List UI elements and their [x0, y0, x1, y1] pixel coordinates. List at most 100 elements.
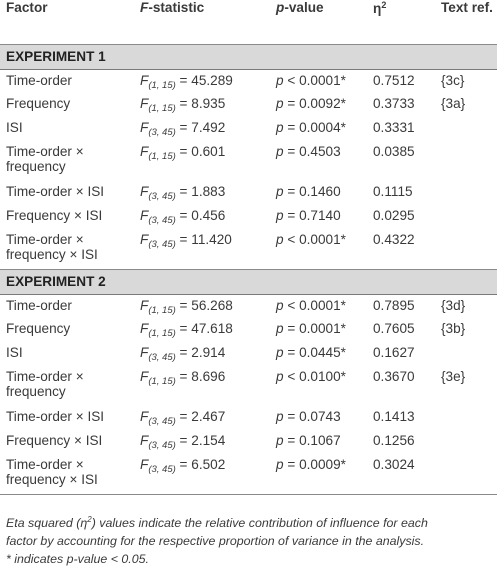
p-relation: < — [287, 297, 296, 313]
p-relation: = — [287, 409, 296, 424]
text-ref-cell: {3e} — [441, 369, 466, 384]
f-equals: = — [175, 369, 192, 384]
factor-cell: Frequency × ISI — [0, 205, 134, 229]
text-ref-cell — [435, 406, 497, 430]
factor-line-1: Time-order × — [6, 457, 84, 472]
f-statistic-cell: F(3, 45) = 2.467 — [134, 406, 270, 430]
f-equals: = — [175, 232, 192, 247]
p-value: 0.0001* — [299, 232, 346, 247]
factor-line-2: frequency × ISI — [6, 472, 98, 487]
degrees-of-freedom: (1, 15) — [148, 79, 176, 91]
f-symbol: F — [140, 369, 149, 384]
text-ref-cell — [435, 342, 497, 366]
p-symbol: p — [276, 184, 284, 199]
f-equals: = — [175, 457, 192, 472]
text-ref-cell — [435, 181, 497, 205]
section-title: EXPERIMENT 2 — [6, 274, 106, 289]
eta-squared-cell: 0.1627 — [373, 345, 415, 360]
table-header-row: Factor F-statistic p-value η2 Text ref. — [0, 0, 497, 44]
degrees-of-freedom: (3, 45) — [148, 464, 176, 475]
f-symbol: F — [140, 433, 149, 448]
f-statistic-cell: F(1, 15) = 8.696 — [134, 366, 270, 406]
eta-squared-cell: 0.0385 — [373, 144, 415, 159]
f-value: 6.502 — [191, 457, 226, 472]
f-symbol: F — [140, 96, 149, 111]
p-symbol: p — [276, 120, 284, 135]
f-symbol: F — [140, 232, 149, 247]
eta-squared-cell: 0.3733 — [373, 96, 415, 111]
table-footnote: Eta squared (η2) values indicate the rel… — [6, 511, 492, 568]
table-row: Time-order × ISI F(3, 45) = 1.883 p = 0.14… — [0, 181, 497, 205]
f-value: 2.467 — [191, 409, 226, 424]
p-value: 0.1067 — [299, 433, 341, 448]
p-relation: = — [287, 96, 296, 111]
f-value: 8.935 — [191, 96, 226, 111]
f-equals: = — [175, 144, 192, 159]
p-symbol: p — [276, 72, 284, 88]
f-statistic-cell: F(3, 45) = 7.492 — [134, 117, 270, 141]
f-equals: = — [175, 120, 192, 135]
f-symbol: F — [140, 184, 149, 199]
eta-squared-cell: 0.7605 — [373, 321, 415, 336]
degrees-of-freedom: (1, 15) — [148, 304, 176, 316]
header-p-letter: p — [276, 0, 285, 15]
f-symbol: F — [140, 457, 149, 472]
table-row: ISI F(3, 45) = 7.492 p = 0.0004* 0.3331 — [0, 117, 497, 141]
eta-squared-cell: 0.1115 — [373, 184, 413, 199]
f-equals: = — [175, 297, 192, 313]
table-row: Time-order × frequency F(1, 15) = 0.601 p =… — [0, 141, 497, 181]
p-relation: = — [287, 433, 296, 448]
f-value: 0.456 — [191, 208, 226, 223]
header-factor: Factor — [6, 0, 48, 15]
p-symbol: p — [276, 321, 284, 336]
factor-cell: Time-order — [0, 69, 134, 93]
header-eta-symbol: η — [373, 1, 382, 16]
text-ref-cell — [435, 229, 497, 269]
factor-line-1: Time-order — [6, 297, 72, 313]
text-ref-cell — [435, 205, 497, 229]
f-value: 0.601 — [191, 144, 226, 159]
text-ref-cell — [435, 141, 497, 181]
f-statistic-cell: F(3, 45) = 0.456 — [134, 205, 270, 229]
f-equals: = — [175, 321, 192, 336]
factor-line-1: ISI — [6, 345, 23, 360]
table-row: Time-order × frequency × ISI F(3, 45) = 11… — [0, 229, 497, 269]
p-symbol: p — [276, 208, 284, 223]
f-statistic-cell: F(3, 45) = 2.914 — [134, 342, 270, 366]
factor-cell: Time-order × ISI — [0, 406, 134, 430]
table-row: Frequency F(1, 15) = 47.618 p = 0.0001* 0.7… — [0, 318, 497, 342]
f-statistic-cell: F(3, 45) = 2.154 — [134, 430, 270, 454]
p-value: 0.0004* — [299, 120, 346, 135]
f-statistic-cell: F(3, 45) = 1.883 — [134, 181, 270, 205]
p-value: 0.0001* — [299, 321, 346, 336]
p-value: 0.7140 — [299, 208, 341, 223]
p-value-cell: p = 0.7140 — [270, 205, 367, 229]
p-relation: = — [287, 184, 296, 199]
factor-line-1: Frequency — [6, 321, 71, 336]
f-value: 45.289 — [191, 72, 233, 88]
factor-line-2: frequency — [6, 384, 66, 399]
p-symbol: p — [276, 297, 284, 313]
f-symbol: F — [140, 297, 149, 313]
section-header-row: EXPERIMENT 1 — [0, 44, 497, 69]
f-symbol: F — [140, 208, 149, 223]
header-p-value: p-value — [270, 0, 367, 44]
p-value: 0.0001* — [299, 72, 346, 88]
eta-squared-cell: 0.1413 — [373, 409, 415, 424]
degrees-of-freedom: (3, 45) — [148, 352, 176, 363]
factor-cell: Frequency × ISI — [0, 430, 134, 454]
f-symbol: F — [140, 72, 149, 88]
f-value: 56.268 — [191, 297, 233, 313]
section-title: EXPERIMENT 1 — [6, 49, 106, 64]
table-row: Time-order F(1, 15) = 56.268 p < 0.0001* 0.… — [0, 294, 497, 318]
f-equals: = — [175, 96, 192, 111]
header-text-ref: Text ref. — [441, 0, 493, 15]
factor-line-1: Time-order × — [6, 232, 84, 247]
table-body: EXPERIMENT 1 Time-order F(1, 15) = 45.289 p… — [0, 44, 497, 494]
section-header-row: EXPERIMENT 2 — [0, 269, 497, 294]
p-symbol: p — [276, 144, 284, 159]
f-value: 2.914 — [191, 345, 226, 360]
eta-squared-cell: 0.3331 — [373, 120, 415, 135]
p-value: 0.4503 — [299, 144, 341, 159]
text-ref-cell — [435, 117, 497, 141]
